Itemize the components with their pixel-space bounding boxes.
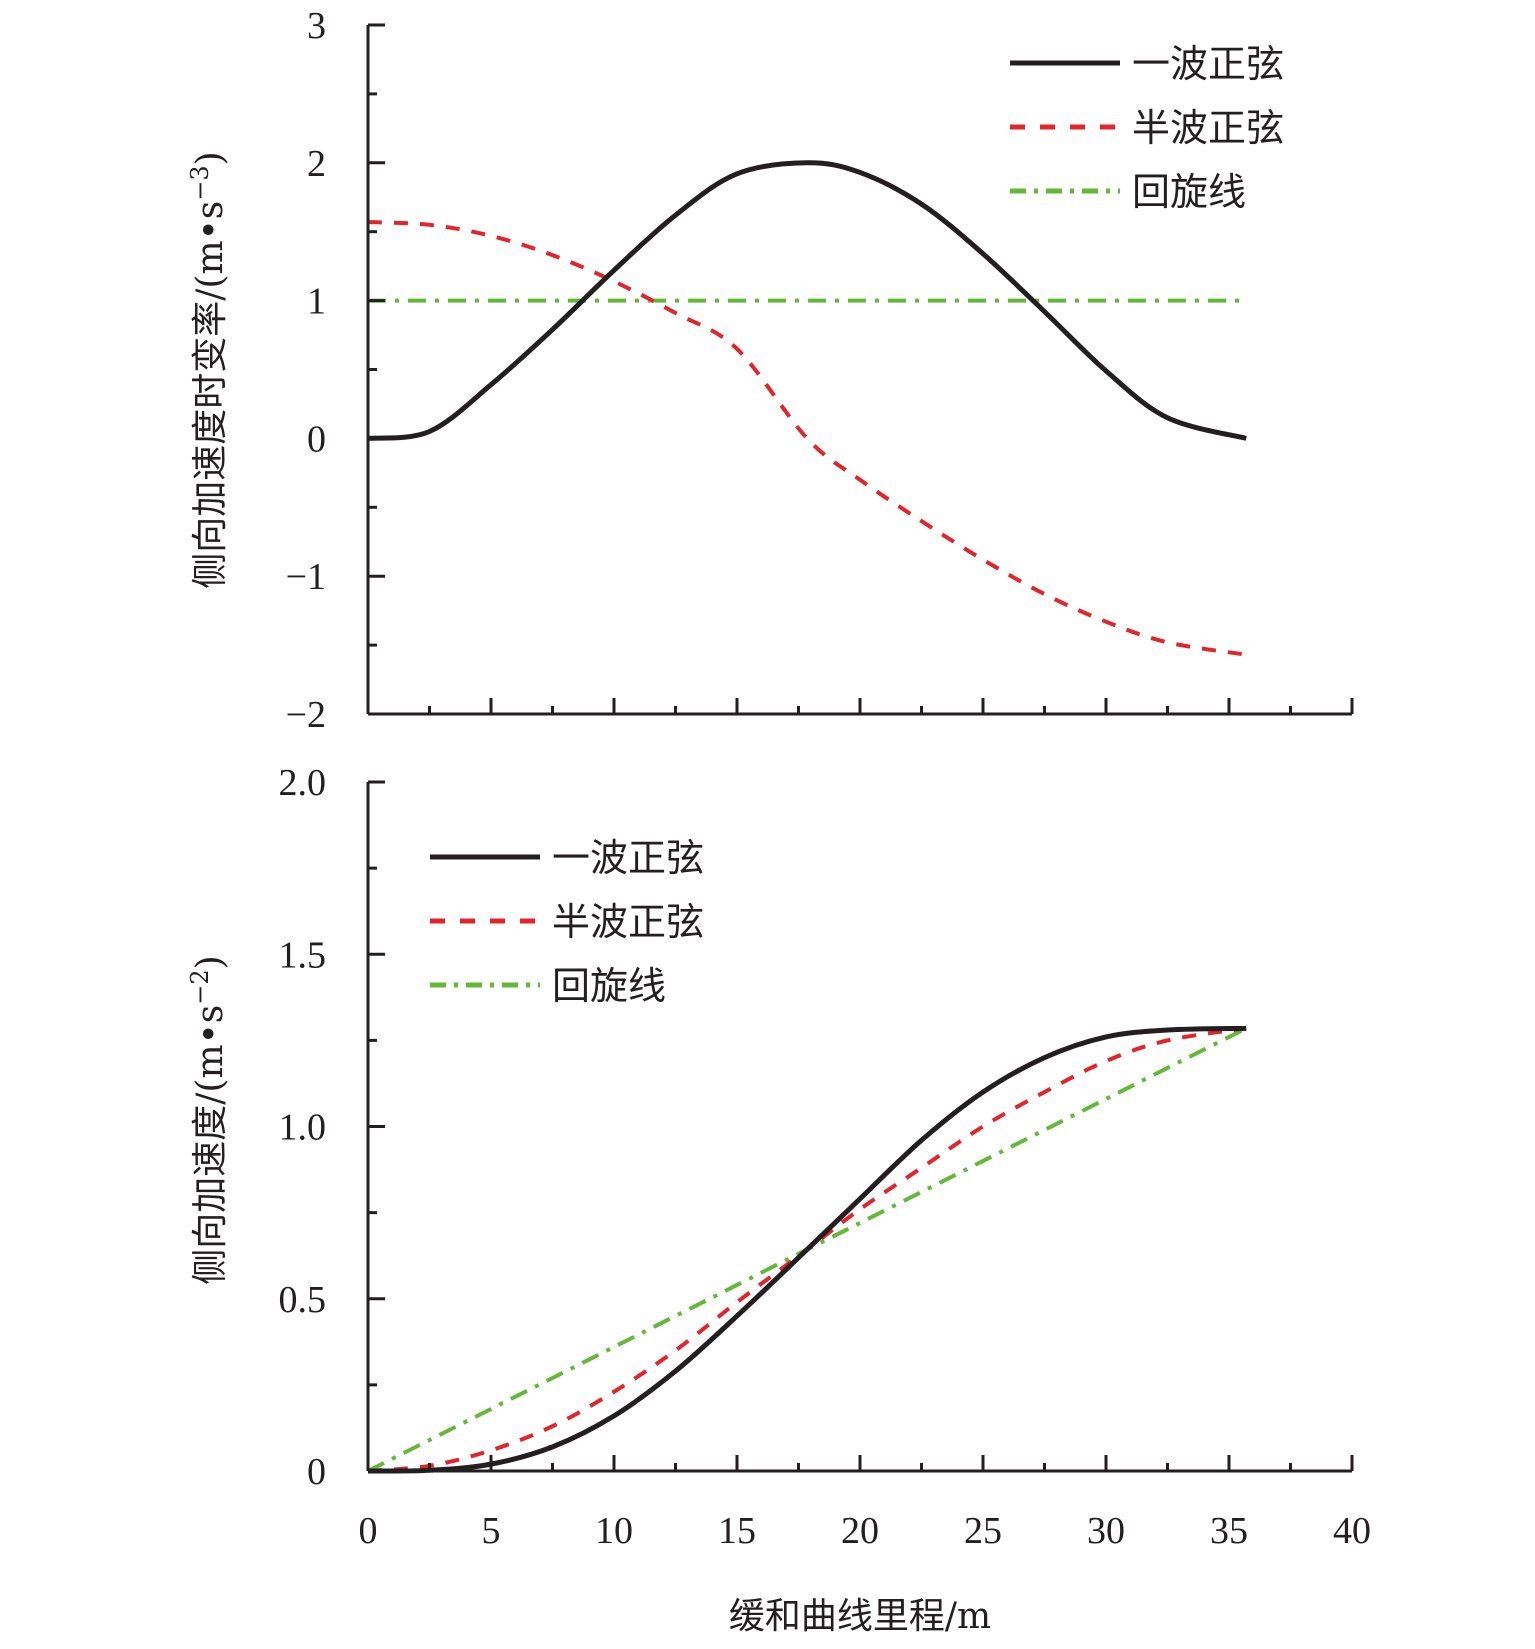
- top-legend-label: 回旋线: [1132, 170, 1246, 214]
- x-tick-label: 30: [1087, 1510, 1125, 1552]
- x-tick-label: 10: [595, 1510, 633, 1552]
- x-tick-label: 40: [1333, 1510, 1371, 1552]
- top-curves: [367, 160, 1247, 657]
- bottom-y-tick-label: 0: [307, 1451, 326, 1493]
- x-tick-label: 35: [1210, 1510, 1248, 1552]
- top-y-tick-label: 1: [307, 281, 326, 323]
- top-y-tick-label: 0: [307, 418, 326, 460]
- bottom-y-tick-label: 0.5: [279, 1279, 327, 1321]
- top-y-axis-title: 侧向加速度时变率/(m•s−3): [186, 151, 231, 588]
- x-tick-label: 0: [359, 1510, 378, 1552]
- top-y-tick-label: 2: [307, 143, 326, 185]
- bottom-y-tick-label: 2.0: [279, 762, 327, 804]
- top-y-tick-label: 3: [307, 5, 326, 47]
- x-tick-label: 5: [482, 1510, 501, 1552]
- x-axis-title: 缓和曲线里程/m: [729, 1596, 991, 1637]
- bottom-legend-label: 一波正弦: [552, 836, 704, 880]
- bottom-series-line-0: [367, 1025, 1247, 1474]
- bottom-curves: [367, 1025, 1248, 1474]
- bottom-legend-label: 半波正弦: [552, 900, 704, 944]
- top-y-tick-label: −2: [286, 694, 326, 736]
- bottom-y-axis-title: 侧向加速度/(m•s−2): [186, 955, 231, 1284]
- top-series-line-1: [367, 220, 1247, 657]
- bottom-axes: 2.0 1.5 1.0 0.5 00 5 10 15 20 25 30 35 40: [279, 762, 1372, 1552]
- top-y-tick-label: −1: [286, 556, 326, 598]
- x-tick-label: 25: [964, 1510, 1002, 1552]
- bottom-y-tick-label: 1.0: [279, 1107, 327, 1149]
- top-series-line-0: [367, 160, 1247, 441]
- x-tick-label: 20: [841, 1510, 879, 1552]
- bottom-panel: 2.0 1.5 1.0 0.5 00 5 10 15 20 25 30 35 40 一波正弦半波正弦回旋…: [186, 762, 1371, 1637]
- top-axes: 3 2 1 0 −1 −2: [286, 5, 1354, 736]
- top-legend-label: 半波正弦: [1132, 106, 1284, 150]
- x-tick-label: 15: [718, 1510, 756, 1552]
- bottom-y-tick-label: 1.5: [279, 934, 327, 976]
- top-legend-label: 一波正弦: [1132, 42, 1284, 86]
- bottom-legend-label: 回旋线: [552, 964, 666, 1008]
